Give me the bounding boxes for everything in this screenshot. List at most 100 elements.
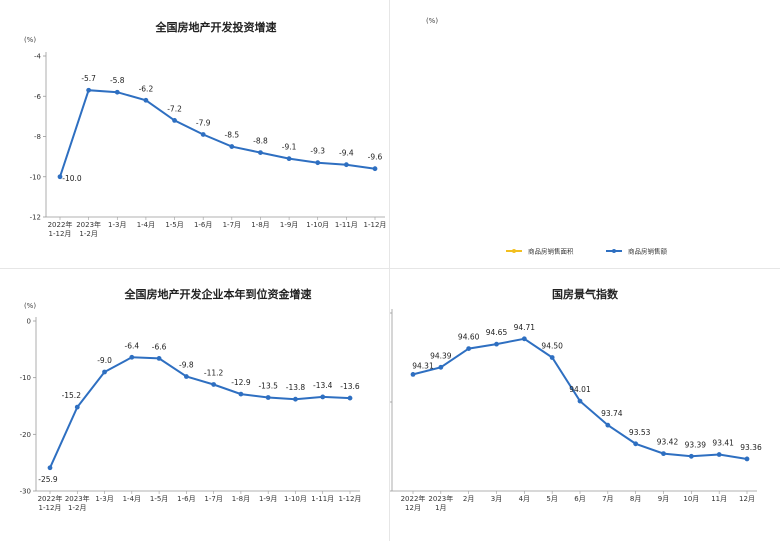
data-point xyxy=(156,356,162,361)
x-tick-label: 1-8月 xyxy=(232,495,250,503)
data-label: -5.7 xyxy=(81,74,96,83)
x-tick-label: 2023年 xyxy=(76,220,101,229)
data-point xyxy=(172,118,177,123)
data-label: -7.9 xyxy=(196,118,211,127)
y-tick-label: -30 xyxy=(20,488,31,496)
data-label: -9.0 xyxy=(97,356,112,365)
y-tick-label: -4 xyxy=(34,53,42,61)
x-tick-label: 1-4月 xyxy=(123,495,141,503)
data-point xyxy=(744,456,750,462)
legend-label: 商品房销售额 xyxy=(628,247,668,256)
x-tick-label: 4月 xyxy=(519,495,530,503)
sales-growth-chart: 全国商品房销售面积及销售额增速(%)-40-30-20-10010202022年… xyxy=(38,17,668,256)
x-tick-label: 1月 xyxy=(435,504,446,512)
x-tick-label: 1-2月 xyxy=(68,504,86,512)
x-tick-label: 11月 xyxy=(711,495,727,503)
data-label: -6.6 xyxy=(152,342,167,351)
x-tick-label: 1-12月 xyxy=(39,504,62,512)
data-point xyxy=(605,422,611,428)
data-label: 94.50 xyxy=(541,342,563,351)
data-point xyxy=(211,382,217,387)
y-unit-label: (%) xyxy=(426,17,438,25)
chart-title: 全国房地产开发企业本年到位资金增速 xyxy=(124,287,312,301)
x-tick-label: 1-5月 xyxy=(150,495,168,503)
data-point xyxy=(372,166,378,172)
data-point xyxy=(343,162,349,168)
data-point xyxy=(238,391,244,397)
investment-growth-chart: 全国房地产开发投资增速(%)-12-10-8-6-42022年1-12月2023… xyxy=(24,20,387,238)
x-tick-label: 1-12月 xyxy=(49,230,72,238)
chart-panel-funds: 全国房地产开发企业本年到位资金增速 (%) -30 -20 -10 0 2022年 1-12月… xyxy=(0,269,389,541)
data-label: -15.2 xyxy=(62,391,82,400)
x-tick-label: 2月 xyxy=(463,495,474,503)
data-label: 93.39 xyxy=(685,440,707,449)
data-point xyxy=(114,89,120,95)
y-tick-label: -20 xyxy=(20,431,31,439)
data-point xyxy=(86,87,92,93)
x-tick-label: 1-12月 xyxy=(339,495,362,503)
data-point xyxy=(57,174,63,180)
data-point xyxy=(466,346,472,351)
data-point xyxy=(265,395,271,400)
legend-marker xyxy=(612,249,616,253)
data-label: 93.41 xyxy=(712,439,734,448)
data-label: 94.65 xyxy=(486,328,508,337)
funds-growth-chart: 全国房地产开发企业本年到位资金增速(%)-30-20-1002022年1-12月… xyxy=(20,287,362,512)
data-point xyxy=(258,150,263,156)
x-tick-label: 1-10月 xyxy=(306,221,329,229)
data-point xyxy=(521,336,527,342)
series-line xyxy=(59,89,376,178)
y-unit-label: (%) xyxy=(24,302,36,310)
data-label: -8.8 xyxy=(253,137,268,146)
x-tick-label: 2023年 xyxy=(428,494,453,503)
data-label: 93.74 xyxy=(601,409,623,418)
x-tick-label: 1-9月 xyxy=(259,495,277,503)
data-label: -11.2 xyxy=(204,368,224,377)
chart-title: 国房景气指数 xyxy=(552,287,619,301)
x-tick-label: 5月 xyxy=(546,495,557,503)
x-tick-label: 1-6月 xyxy=(177,495,195,503)
data-point xyxy=(549,355,555,360)
chart-panel-investment: 全国房地产开发投资增速 (%) -12 -10 -8 -6 -4 2022年 1-12月 2023… xyxy=(0,0,389,268)
data-label: -13.4 xyxy=(313,381,333,390)
data-point xyxy=(143,97,149,103)
x-tick-label: 9月 xyxy=(658,495,669,503)
data-label: -9.8 xyxy=(179,361,194,370)
x-tick-label: 8月 xyxy=(630,495,641,503)
vertical-divider xyxy=(389,0,390,541)
data-point xyxy=(410,372,416,377)
x-tick-label: 6月 xyxy=(574,495,585,503)
data-label: 94.60 xyxy=(458,333,480,342)
data-point xyxy=(183,374,189,379)
y-unit-label: (%) xyxy=(24,36,36,44)
x-tick-label: 2022年 xyxy=(38,494,63,503)
data-label: -5.8 xyxy=(110,76,125,85)
x-tick-label: 2022年 xyxy=(48,220,73,229)
data-point xyxy=(229,144,235,149)
data-label: 94.01 xyxy=(569,385,591,394)
x-tick-label: 1-4月 xyxy=(137,221,155,229)
data-point xyxy=(438,364,444,370)
x-tick-label: 12月 xyxy=(739,495,755,503)
data-label: -13.6 xyxy=(340,382,360,391)
data-label: -9.1 xyxy=(282,143,297,152)
x-tick-label: 1-2月 xyxy=(79,230,97,238)
data-point xyxy=(494,341,499,347)
x-tick-label: 1-11月 xyxy=(311,495,334,503)
data-label: -13.5 xyxy=(258,382,278,391)
x-tick-label: 1-8月 xyxy=(251,221,269,229)
data-label: 93.53 xyxy=(629,428,651,437)
data-point xyxy=(577,398,583,404)
legend-label: 商品房销售面积 xyxy=(528,247,574,256)
y-tick-label: -8 xyxy=(34,133,41,141)
data-point xyxy=(688,453,694,459)
data-label: 93.36 xyxy=(740,443,762,452)
data-label: -7.2 xyxy=(167,104,182,113)
series-line xyxy=(49,356,351,469)
horizontal-divider xyxy=(0,268,780,269)
data-point xyxy=(286,156,292,162)
climate-index-chart: 国房景气指数9394952022年12月2023年1月2月3月4月5月6月7月8… xyxy=(378,287,762,512)
data-point xyxy=(102,369,107,375)
chart-panel-sales: 全国商品房销售面积及销售额增速(%)-40-30-20-10010202022年… xyxy=(38,0,780,268)
data-label: 94.71 xyxy=(514,323,536,332)
